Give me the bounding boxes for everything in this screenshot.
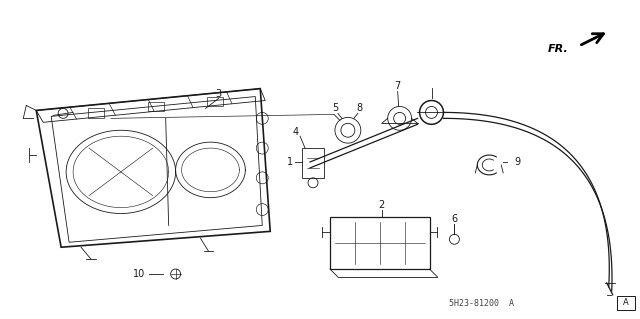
Text: 5: 5 <box>332 103 338 114</box>
Text: A: A <box>623 298 628 307</box>
Bar <box>330 218 429 269</box>
Text: 1: 1 <box>287 157 293 167</box>
Text: 9: 9 <box>514 157 520 167</box>
Text: 4: 4 <box>293 127 299 137</box>
Bar <box>88 108 104 118</box>
Text: 8: 8 <box>356 103 363 114</box>
Bar <box>617 296 635 310</box>
Text: 3: 3 <box>216 89 221 99</box>
Text: 6: 6 <box>451 214 458 225</box>
Text: 10: 10 <box>132 269 145 279</box>
Bar <box>148 101 164 111</box>
Bar <box>207 97 223 107</box>
Text: FR.: FR. <box>548 44 569 54</box>
Text: 5H23-81200  A: 5H23-81200 A <box>449 299 515 308</box>
Text: 2: 2 <box>379 200 385 210</box>
Bar <box>302 148 324 178</box>
Text: 7: 7 <box>394 81 401 91</box>
